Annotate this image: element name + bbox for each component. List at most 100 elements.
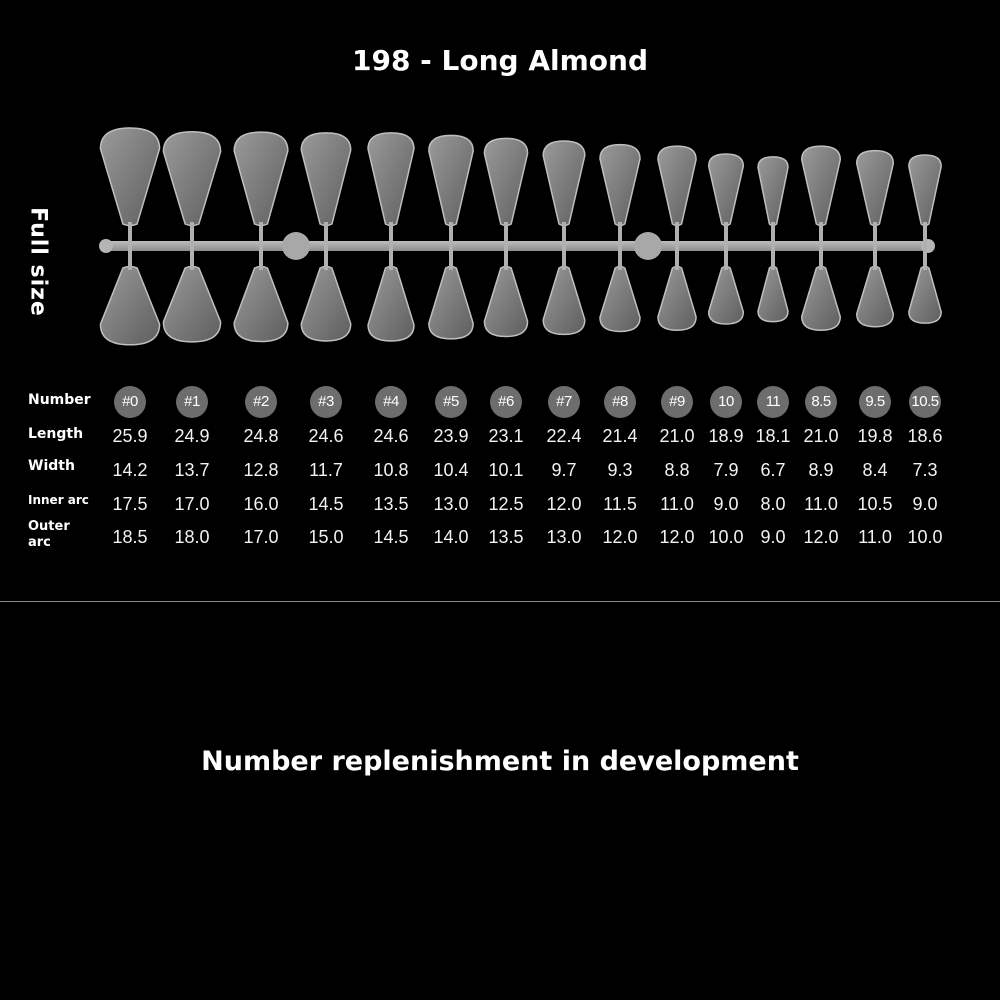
sprue-end bbox=[99, 239, 113, 253]
nail-stem bbox=[771, 222, 775, 246]
size-number-badge: #9 bbox=[661, 386, 693, 418]
nail-stem bbox=[324, 246, 328, 270]
nail-tip-bottom bbox=[800, 265, 842, 332]
nail-stem bbox=[675, 246, 679, 270]
size-number-badge: 10 bbox=[710, 386, 742, 418]
cell-outer-arc: 10.0 bbox=[708, 527, 744, 547]
cell-inner-arc: 11.0 bbox=[660, 494, 694, 514]
cell-length: 18.6 bbox=[907, 426, 943, 446]
row-label-number: Number bbox=[28, 392, 91, 408]
row-label-width: Width bbox=[28, 458, 75, 474]
nail-tip-top bbox=[162, 130, 222, 227]
nail-stem bbox=[618, 222, 622, 246]
nail-tip-bottom bbox=[599, 265, 641, 333]
nail-stem bbox=[618, 246, 622, 270]
nail-stem bbox=[190, 246, 194, 270]
nail-stem bbox=[923, 222, 927, 246]
cell-width: 11.7 bbox=[309, 460, 343, 480]
nail-stem bbox=[128, 246, 132, 270]
cell-length: 24.6 bbox=[373, 426, 409, 446]
nail-stem bbox=[324, 222, 328, 246]
nail-stem bbox=[449, 222, 453, 246]
size-number-badge: #0 bbox=[114, 386, 146, 418]
row-label-inner-arc: Inner arc bbox=[28, 493, 89, 507]
nail-stem bbox=[724, 222, 728, 246]
cell-outer-arc: 14.0 bbox=[433, 527, 469, 547]
cell-inner-arc: 11.0 bbox=[804, 494, 838, 514]
cell-inner-arc: 9.0 bbox=[713, 494, 739, 514]
nail-stem bbox=[504, 222, 508, 246]
nail-stem bbox=[923, 246, 927, 270]
nail-stem bbox=[562, 222, 566, 246]
cell-length: 24.6 bbox=[308, 426, 344, 446]
nail-tip-top bbox=[908, 154, 942, 227]
cell-inner-arc: 13.0 bbox=[433, 494, 469, 514]
nail-tip-bottom bbox=[707, 265, 745, 325]
cell-inner-arc: 17.0 bbox=[174, 494, 210, 514]
cell-outer-arc: 17.0 bbox=[243, 527, 279, 547]
nail-tip-bottom bbox=[99, 265, 161, 346]
cell-length: 24.9 bbox=[174, 426, 210, 446]
nail-tip-bottom bbox=[483, 265, 529, 338]
cell-length: 24.8 bbox=[243, 426, 279, 446]
cell-inner-arc: 16.0 bbox=[243, 494, 279, 514]
cell-length: 21.0 bbox=[803, 426, 839, 446]
cell-width: 13.7 bbox=[174, 460, 210, 480]
cell-outer-arc: 14.5 bbox=[373, 527, 409, 547]
cell-inner-arc: 12.5 bbox=[488, 494, 524, 514]
cell-inner-arc: 17.5 bbox=[112, 494, 148, 514]
nail-stem bbox=[819, 246, 823, 270]
cell-length: 21.0 bbox=[659, 426, 695, 446]
size-number-badge: #2 bbox=[245, 386, 277, 418]
nail-stem bbox=[724, 246, 728, 270]
cell-length: 21.4 bbox=[602, 426, 638, 446]
cell-outer-arc: 18.0 bbox=[174, 527, 210, 547]
nail-stem bbox=[504, 246, 508, 270]
row-label-outer-arc: Outer arc bbox=[28, 519, 108, 551]
nail-tip-bottom bbox=[162, 265, 222, 343]
nail-tip-top bbox=[599, 143, 641, 227]
nail-stem bbox=[259, 246, 263, 270]
cell-width: 12.8 bbox=[243, 460, 279, 480]
nail-tip-bottom bbox=[300, 265, 352, 342]
cell-width: 8.8 bbox=[664, 460, 690, 480]
cell-length: 23.9 bbox=[433, 426, 469, 446]
cell-outer-arc: 11.0 bbox=[858, 527, 892, 547]
size-number-badge: #7 bbox=[548, 386, 580, 418]
size-number-badge: #1 bbox=[176, 386, 208, 418]
nail-stem bbox=[562, 246, 566, 270]
nail-tip-top bbox=[800, 145, 842, 227]
cell-width: 8.9 bbox=[808, 460, 834, 480]
cell-width: 9.7 bbox=[551, 460, 577, 480]
size-number-badge: #8 bbox=[604, 386, 636, 418]
sprue-tab bbox=[634, 232, 662, 260]
size-number-badge: #3 bbox=[310, 386, 342, 418]
nail-tip-bottom bbox=[908, 265, 942, 324]
nail-tip-top bbox=[757, 156, 789, 227]
cell-outer-arc: 15.0 bbox=[308, 527, 344, 547]
nail-stem bbox=[873, 222, 877, 246]
cell-outer-arc: 12.0 bbox=[659, 527, 695, 547]
cell-width: 8.4 bbox=[862, 460, 888, 480]
sprue-tab bbox=[282, 232, 310, 260]
nail-stem bbox=[259, 222, 263, 246]
nail-stem bbox=[819, 222, 823, 246]
cell-inner-arc: 8.0 bbox=[760, 494, 786, 514]
cell-outer-arc: 13.0 bbox=[546, 527, 582, 547]
nail-tip-top bbox=[99, 127, 161, 227]
nail-stem bbox=[449, 246, 453, 270]
nail-tip-bottom bbox=[542, 265, 586, 336]
cell-width: 9.3 bbox=[607, 460, 633, 480]
nail-layer bbox=[99, 127, 942, 346]
nail-stem bbox=[389, 246, 393, 270]
nail-tip-bottom bbox=[367, 265, 415, 342]
sprue-bar bbox=[100, 241, 932, 251]
row-label-length: Length bbox=[28, 426, 84, 442]
cell-length: 22.4 bbox=[546, 426, 582, 446]
nail-tip-top bbox=[855, 149, 895, 227]
nail-tip-top bbox=[233, 131, 289, 227]
nail-tip-top bbox=[657, 145, 697, 227]
cell-length: 25.9 bbox=[112, 426, 148, 446]
cell-width: 7.3 bbox=[912, 460, 938, 480]
cell-inner-arc: 14.5 bbox=[308, 494, 344, 514]
